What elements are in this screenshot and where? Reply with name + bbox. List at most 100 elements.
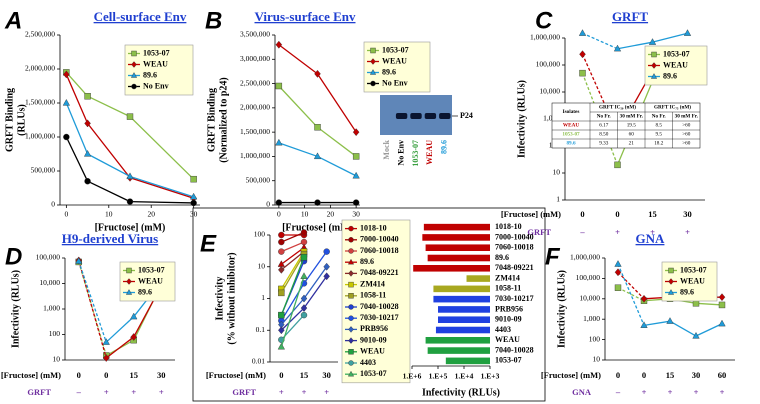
panel-letter: C: [535, 7, 553, 34]
x-tick-label: 0: [64, 210, 68, 219]
marker: [614, 268, 622, 277]
legend-label: 1053-07: [143, 48, 170, 57]
marker: [651, 62, 657, 69]
legend-label: 1053-07: [663, 49, 690, 58]
legend-label: 7060-10018: [360, 246, 399, 255]
legend-label: 89.6: [360, 257, 374, 266]
y-tick-label: 10: [53, 355, 61, 364]
table-cell: 9.5: [656, 132, 663, 138]
bar-label: 4403: [495, 325, 511, 334]
marker: [370, 80, 376, 87]
marker: [189, 192, 198, 200]
blot-lane-label: Mock: [382, 139, 391, 159]
x-tick-label: 0: [77, 370, 81, 380]
marker: [347, 370, 355, 377]
marker: [640, 294, 648, 303]
marker: [275, 138, 283, 146]
y-tick-label: 0: [51, 200, 55, 209]
marker: [613, 44, 622, 52]
y-tick-label: 10: [593, 355, 601, 364]
y-tick-label: 1,000: [543, 114, 560, 123]
bar-label: 1058-11: [495, 284, 521, 293]
marker: [84, 119, 91, 128]
y-tick-label: 1: [261, 293, 265, 302]
marker: [718, 319, 726, 327]
table-cell: 21: [629, 141, 635, 147]
series-segment: [129, 177, 194, 199]
legend-label: WEAU: [680, 276, 705, 285]
marker: [300, 304, 308, 312]
bar-label: 1053-07: [495, 356, 522, 365]
series-segment: [87, 153, 131, 178]
x-tick-label: 0: [104, 370, 108, 380]
table-cell: 9.33: [599, 141, 608, 147]
panel-letter: F: [545, 243, 561, 270]
x-axis-label: Infectivity (RLUs): [422, 387, 500, 398]
panel-letter: A: [4, 7, 22, 34]
marker: [352, 128, 360, 137]
y-tick-label: 10: [258, 261, 266, 270]
treatment-value: +: [104, 387, 109, 397]
x-tick-label: 10: [301, 210, 309, 219]
y-tick-label: 10,000: [579, 294, 600, 303]
table-cell: >60: [682, 132, 691, 138]
bar: [445, 357, 490, 365]
legend-label: 7000-10040: [360, 235, 399, 244]
bar: [425, 336, 490, 344]
bar-label: 7048-09221: [495, 263, 534, 272]
legend-label: No Env: [143, 81, 169, 90]
table-cell: 89.6: [566, 141, 575, 147]
panel-letter: E: [200, 230, 217, 257]
legend-label: 1053-07: [382, 45, 409, 54]
series-segment: [280, 276, 305, 348]
legend-label: 7048-09221: [360, 268, 399, 277]
treatment-value: +: [615, 227, 620, 237]
blot-lane-label: 89.6: [440, 140, 449, 154]
marker: [578, 29, 587, 36]
marker: [275, 199, 283, 206]
marker: [278, 248, 285, 255]
series-segment: [78, 260, 107, 359]
legend-box: [341, 219, 411, 384]
series-segment: [129, 200, 194, 204]
x-tick-label: 10: [105, 210, 113, 219]
marker: [190, 175, 197, 183]
series-segment: [581, 72, 619, 166]
marker: [369, 69, 377, 75]
y-tick-label: 100: [49, 329, 61, 338]
y-axis-label: Infectivity (RLUs): [516, 80, 527, 158]
marker: [323, 272, 330, 281]
series-segment: [317, 155, 357, 177]
panel-title: GRFT: [612, 9, 648, 24]
table-header: GRFT IC₅₀ (nM): [599, 104, 636, 111]
table-cell: WEAU: [563, 123, 579, 129]
y-tick-label: 1,000,000: [530, 33, 560, 42]
marker: [131, 83, 137, 90]
series-segment: [105, 336, 135, 359]
marker: [348, 293, 354, 299]
series-segment: [280, 251, 305, 290]
marker: [352, 199, 360, 206]
marker: [348, 304, 354, 310]
marker: [126, 113, 134, 120]
marker: [102, 338, 110, 345]
panel-letter: B: [205, 7, 222, 34]
legend-label: WEAU: [382, 56, 407, 65]
marker: [126, 172, 134, 180]
marker: [300, 229, 308, 236]
legend-label: 89.6: [382, 67, 396, 76]
y-tick-label: 10: [553, 168, 561, 177]
x-tick-label: 0: [616, 370, 620, 380]
series-segment: [316, 73, 357, 133]
table-box: [551, 102, 701, 149]
series-segment: [87, 95, 131, 118]
marker: [275, 40, 283, 49]
legend-label: 7030-10217: [360, 313, 399, 322]
marker: [348, 326, 354, 333]
series-segment: [303, 251, 328, 284]
table-subheader: No Fr.: [652, 114, 667, 120]
y-axis-label: Infectivity: [214, 277, 225, 321]
legend-label: 1053-07: [360, 369, 387, 378]
marker: [63, 70, 70, 79]
